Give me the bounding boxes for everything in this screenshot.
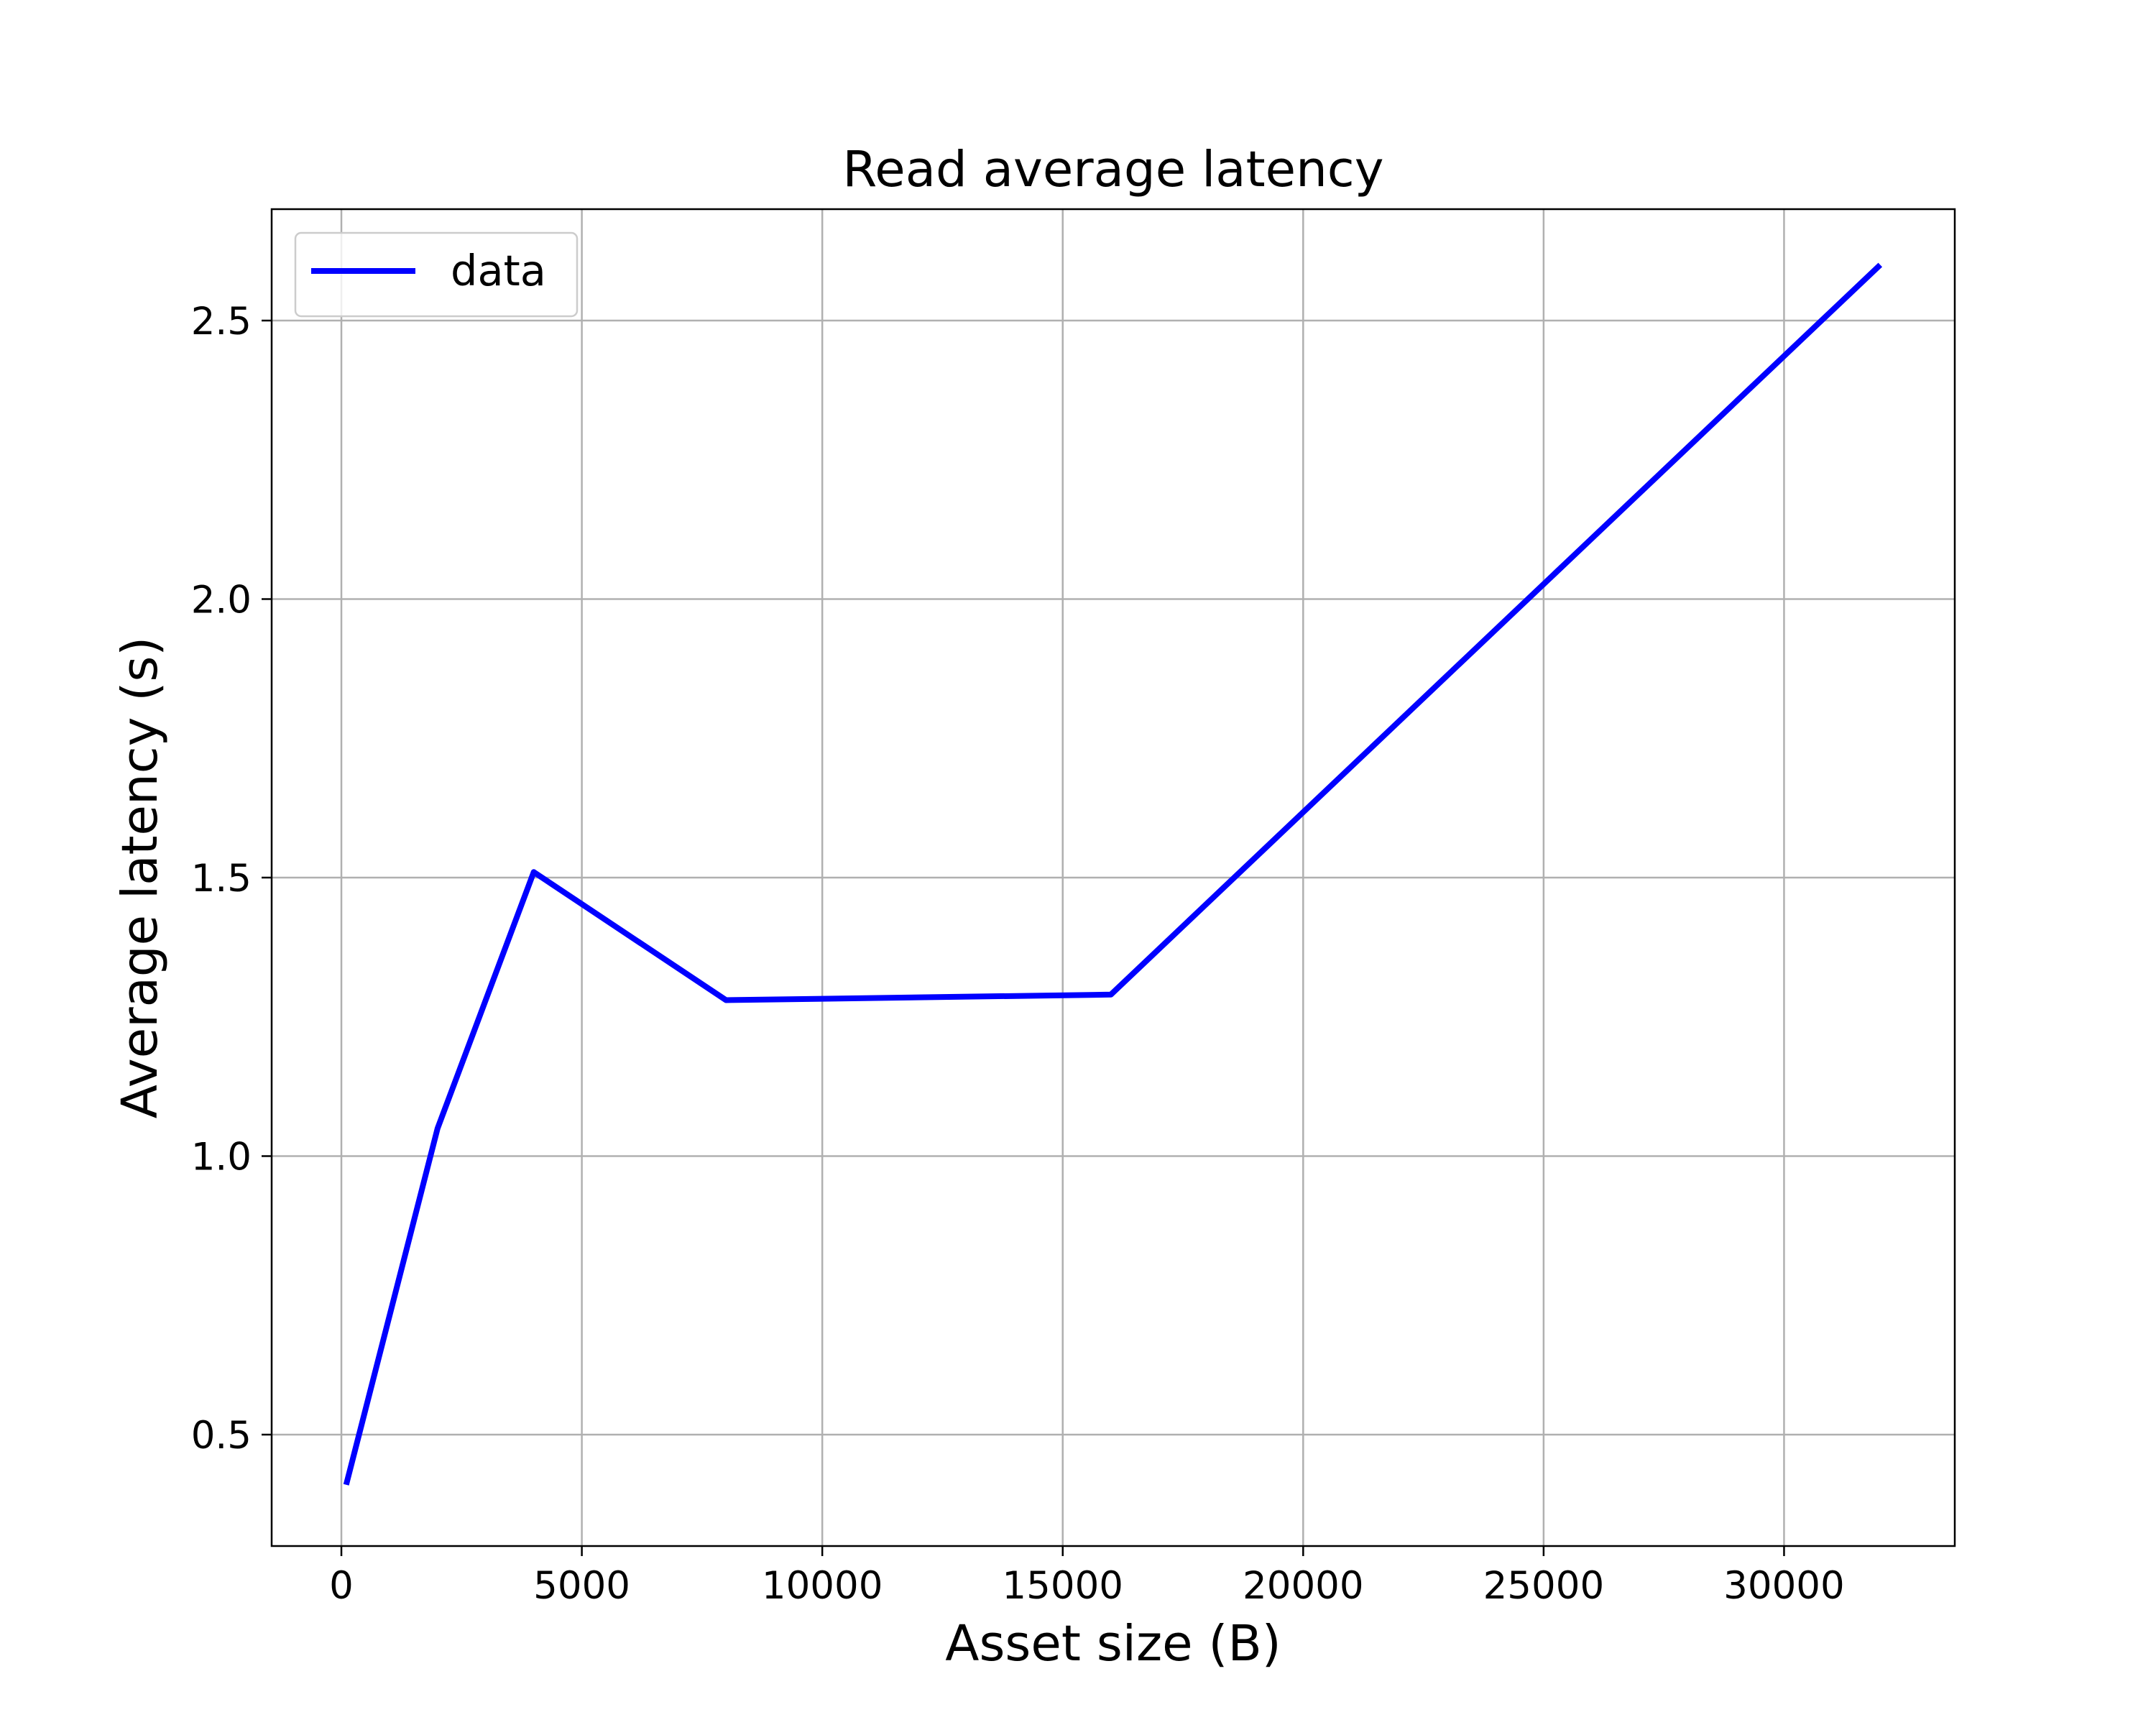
y-tick-label: 1.5 xyxy=(191,857,252,901)
grid xyxy=(272,209,1955,1546)
legend-box xyxy=(294,231,579,318)
series-line-data xyxy=(343,262,1883,1486)
chart-title: Read average latency xyxy=(842,141,1383,198)
x-axis-label: Asset size (B) xyxy=(945,1615,1281,1673)
x-tick-label: 15000 xyxy=(1002,1564,1123,1608)
y-tick-label: 2.0 xyxy=(191,579,252,622)
y-tick-label: 1.0 xyxy=(191,1136,252,1179)
y-axis: 0.5 1.0 1.5 2.0 2.5 xyxy=(191,300,272,1458)
x-tick-label: 20000 xyxy=(1243,1564,1364,1608)
legend-label: data xyxy=(451,246,546,295)
x-tick-label: 5000 xyxy=(533,1564,630,1608)
y-tick-label: 0.5 xyxy=(191,1414,252,1458)
y-tick-label: 2.5 xyxy=(191,300,252,344)
series-layer xyxy=(343,262,1883,1486)
x-tick-label: 25000 xyxy=(1483,1564,1605,1608)
x-axis: 0 5000 10000 15000 20000 25000 30000 xyxy=(329,1546,1845,1608)
x-tick-label: 10000 xyxy=(762,1564,883,1608)
x-tick-label: 0 xyxy=(329,1564,354,1608)
legend: data xyxy=(294,231,579,318)
x-tick-label: 30000 xyxy=(1723,1564,1845,1608)
y-axis-label: Average latency (s) xyxy=(111,637,169,1118)
